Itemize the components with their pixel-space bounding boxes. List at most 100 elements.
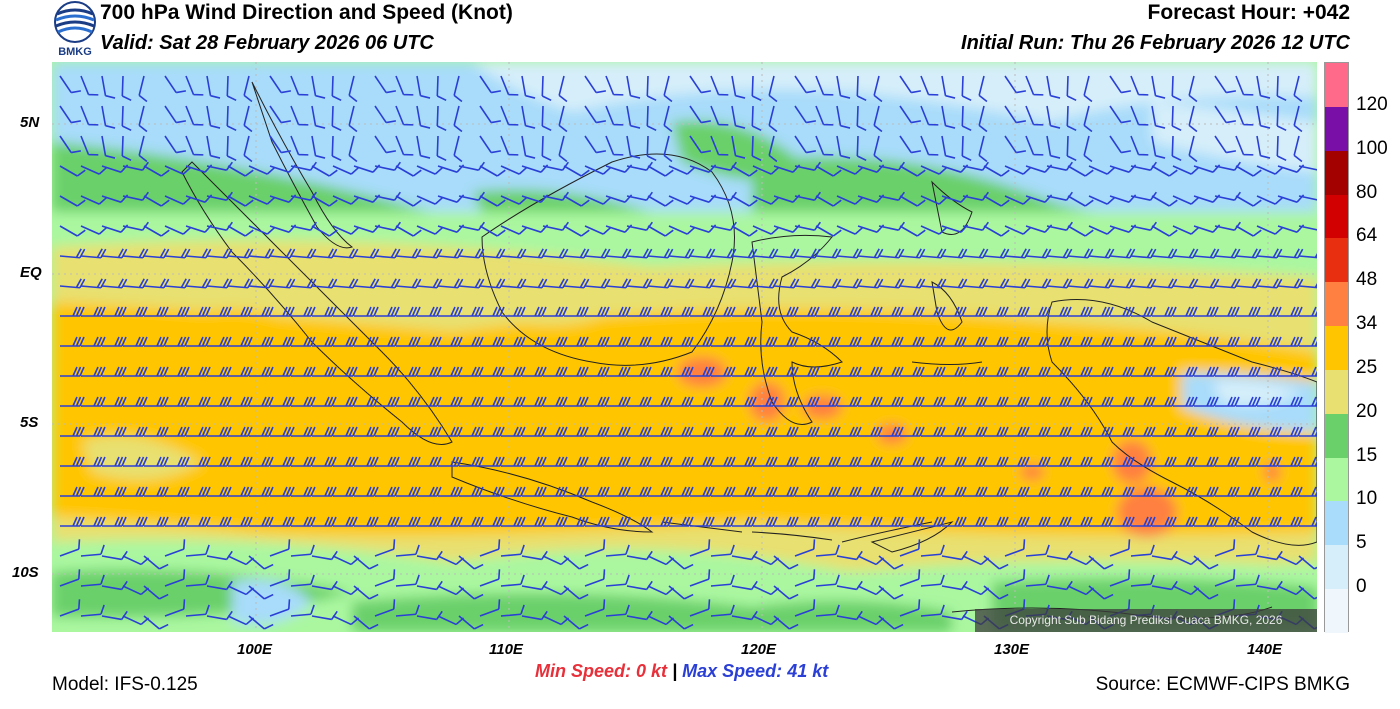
wind-barb-icon bbox=[375, 426, 400, 437]
wind-barb-icon bbox=[858, 456, 883, 467]
wind-barb-icon bbox=[1277, 278, 1304, 289]
wind-barb-icon bbox=[312, 426, 337, 437]
wind-barb-icon bbox=[873, 75, 883, 103]
wind-barb-icon bbox=[963, 306, 988, 317]
wind-barb-icon bbox=[417, 396, 442, 407]
wind-barb-icon bbox=[1215, 306, 1240, 317]
wind-barb-icon bbox=[396, 336, 421, 347]
wind-barb-icon bbox=[522, 306, 547, 317]
wind-barb-icon bbox=[794, 75, 817, 94]
wind-barb-icon bbox=[395, 278, 422, 289]
wind-barb-icon bbox=[1089, 456, 1114, 467]
wind-barb-icon bbox=[331, 135, 342, 162]
wind-barb-icon bbox=[584, 165, 612, 175]
wind-barb-icon bbox=[1110, 456, 1135, 467]
wind-barb-icon bbox=[1046, 278, 1073, 289]
wind-barb-icon bbox=[248, 225, 276, 235]
wind-barb-icon bbox=[605, 544, 630, 557]
wind-barb-icon bbox=[311, 580, 338, 591]
wind-barb-icon bbox=[1088, 585, 1114, 600]
wind-barb-icon bbox=[121, 135, 132, 162]
wind-barb-icon bbox=[353, 555, 379, 570]
wind-barb-icon bbox=[731, 550, 758, 561]
wind-barb-icon bbox=[522, 426, 547, 437]
wind-barb-icon bbox=[978, 75, 988, 103]
wind-barb-icon bbox=[1236, 366, 1261, 377]
wind-barb-icon bbox=[269, 569, 291, 587]
wind-barb-icon bbox=[311, 225, 338, 237]
wind-barb-icon bbox=[395, 105, 414, 126]
colorbar-label: 48 bbox=[1356, 269, 1378, 291]
wind-barb-icon bbox=[144, 336, 169, 347]
wind-barb-icon bbox=[291, 456, 316, 467]
logo-text: BMKG bbox=[58, 46, 92, 58]
wind-barb-icon bbox=[984, 456, 1009, 467]
wind-barb-icon bbox=[1256, 580, 1283, 591]
wind-barb-icon bbox=[1235, 165, 1262, 177]
wind-barb-icon bbox=[836, 165, 864, 175]
wind-barb-icon bbox=[816, 336, 841, 347]
wind-barb-icon bbox=[185, 278, 212, 289]
wind-barb-icon bbox=[963, 336, 988, 347]
wind-barb-icon bbox=[836, 610, 863, 621]
wind-barb-icon bbox=[627, 456, 652, 467]
wind-barb-icon bbox=[1278, 486, 1303, 497]
wind-barb-icon bbox=[459, 306, 484, 317]
wind-barb-icon bbox=[164, 195, 192, 205]
wind-barb-icon bbox=[879, 366, 904, 377]
wind-barb-icon bbox=[711, 456, 736, 467]
wind-barb-icon bbox=[1025, 574, 1050, 587]
wind-barb-icon bbox=[690, 336, 715, 347]
wind-barb-icon bbox=[627, 366, 652, 377]
wind-barb-icon bbox=[1257, 456, 1282, 467]
lat-label-5s: 5S bbox=[20, 414, 39, 431]
wind-barb-icon bbox=[983, 248, 1010, 259]
wind-barb-icon bbox=[354, 456, 379, 467]
min-speed-label: Min Speed: bbox=[535, 661, 632, 681]
wind-barb-icon bbox=[564, 396, 589, 407]
colorbar-label: 5 bbox=[1356, 532, 1367, 554]
wind-barb-icon bbox=[375, 306, 400, 317]
wind-barb-icon bbox=[144, 456, 169, 467]
wind-barb-icon bbox=[59, 105, 82, 124]
wind-barb-icon bbox=[333, 426, 358, 437]
wind-barb-icon bbox=[646, 135, 657, 162]
wind-barb-icon bbox=[249, 516, 274, 527]
wind-barb-icon bbox=[1088, 278, 1115, 289]
wind-barb-icon bbox=[836, 580, 863, 591]
wind-barb-icon bbox=[858, 366, 883, 377]
wind-barb-icon bbox=[563, 165, 590, 177]
wind-barb-icon bbox=[1004, 165, 1032, 175]
wind-barb-icon bbox=[663, 75, 673, 103]
wind-barb-icon bbox=[626, 610, 653, 621]
wind-barb-icon bbox=[1068, 426, 1093, 437]
wind-barb-icon bbox=[795, 336, 820, 347]
wind-barb-icon bbox=[227, 248, 254, 259]
wind-barb-icon bbox=[1152, 396, 1177, 407]
wind-barb-icon bbox=[1193, 278, 1220, 289]
wind-barb-icon bbox=[522, 366, 547, 377]
wind-barb-icon bbox=[60, 306, 85, 317]
wind-barb-icon bbox=[101, 278, 128, 289]
wind-barb-icon bbox=[459, 336, 484, 347]
wind-barb-icon bbox=[1066, 105, 1077, 132]
wind-barb-icon bbox=[165, 336, 190, 347]
wind-barb-icon bbox=[668, 278, 695, 289]
wind-barb-icon bbox=[458, 248, 485, 259]
wind-barb-icon bbox=[961, 135, 972, 162]
wind-barb-icon bbox=[248, 585, 274, 600]
wind-barb-icon bbox=[164, 75, 187, 94]
wind-barb-icon bbox=[941, 580, 968, 591]
wind-barb-icon bbox=[795, 366, 820, 377]
bmkg-logo-icon bbox=[50, 0, 100, 60]
wind-barb-icon bbox=[1131, 456, 1156, 467]
wind-barb-icon bbox=[815, 75, 834, 96]
wind-barb-icon bbox=[543, 486, 568, 497]
wind-barb-icon bbox=[1215, 396, 1240, 407]
wind-barb-icon bbox=[480, 366, 505, 377]
wind-barb-icon bbox=[226, 75, 237, 102]
wind-barb-icon bbox=[1110, 426, 1135, 437]
wind-barb-icon bbox=[1004, 75, 1027, 94]
wind-barb-icon bbox=[1089, 396, 1114, 407]
wind-barb-icon bbox=[1131, 396, 1156, 407]
